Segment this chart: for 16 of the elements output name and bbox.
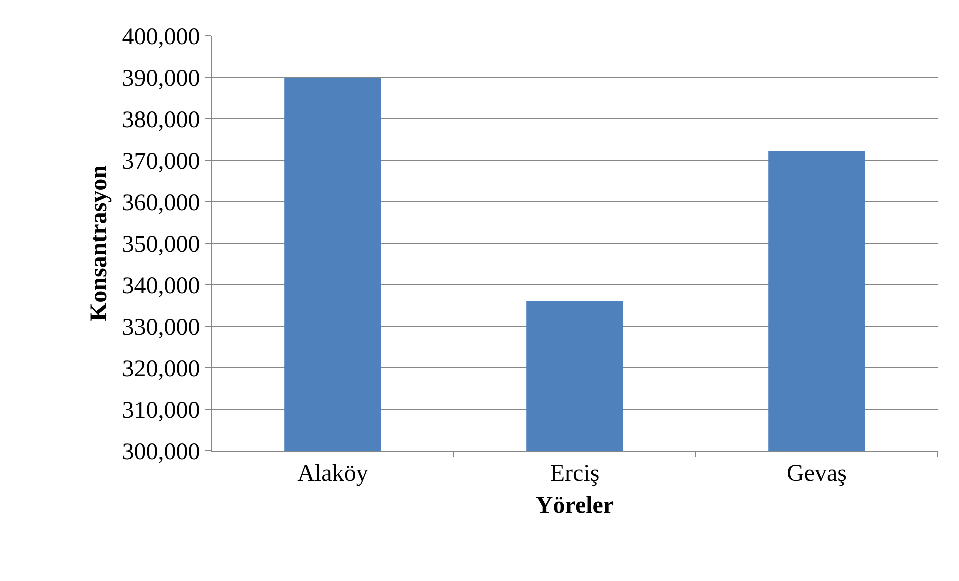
y-axis-title: Konsantrasyon [86,165,112,322]
y-tick-label: 340,000 [122,273,200,300]
x-tick-label: Gevaş [787,460,847,487]
x-tick-label: Erciş [550,460,600,487]
y-tick-label: 360,000 [122,190,200,216]
y-tick-label: 380,000 [122,107,200,134]
y-tick-label: 390,000 [122,66,200,92]
y-tick-label: 320,000 [122,356,200,382]
y-tick-label: 400,000 [122,24,200,50]
y-tick-label: 350,000 [122,232,200,258]
x-axis-title: Yöreler [536,493,614,520]
y-tick-label: 370,000 [122,148,200,175]
y-tick-label: 300,000 [122,439,200,466]
x-tick-label: Alaköy [298,460,368,487]
y-tick-label: 330,000 [122,314,200,341]
y-tick-label: 310,000 [122,398,200,424]
